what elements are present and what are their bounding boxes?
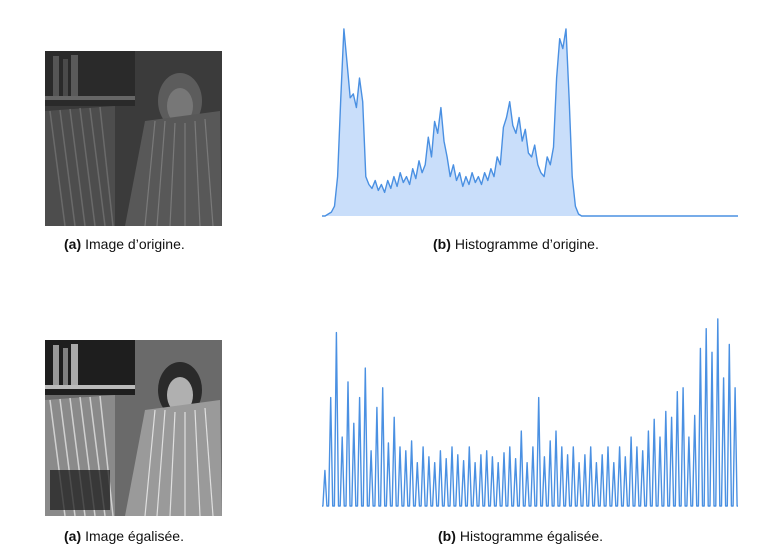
- caption-label: (b): [433, 236, 451, 252]
- caption-text: Image d’origine.: [85, 236, 185, 252]
- caption-label: (b): [438, 528, 456, 544]
- equalized-histogram: [320, 305, 740, 510]
- caption-label: (a): [64, 528, 82, 544]
- equalized-image: [45, 340, 222, 516]
- caption-equalized-histogram: (b) Histogramme égalisée.: [438, 528, 603, 544]
- caption-original-image: (a) Image d’origine.: [64, 236, 185, 252]
- histogram-area: [322, 28, 738, 217]
- original-image: [45, 51, 222, 226]
- caption-text: Histogramme égalisée.: [459, 528, 604, 544]
- caption-original-histogram: (b) Histogramme d’origine.: [433, 236, 599, 252]
- caption-text: Histogramme d’origine.: [454, 236, 599, 252]
- original-histogram: [320, 15, 740, 220]
- histogram-line: [322, 28, 738, 217]
- caption-equalized-image: (a) Image égalisée.: [64, 528, 184, 544]
- caption-text: Image égalisée.: [85, 528, 184, 544]
- caption-label: (a): [64, 236, 82, 252]
- histogram-line: [322, 318, 738, 507]
